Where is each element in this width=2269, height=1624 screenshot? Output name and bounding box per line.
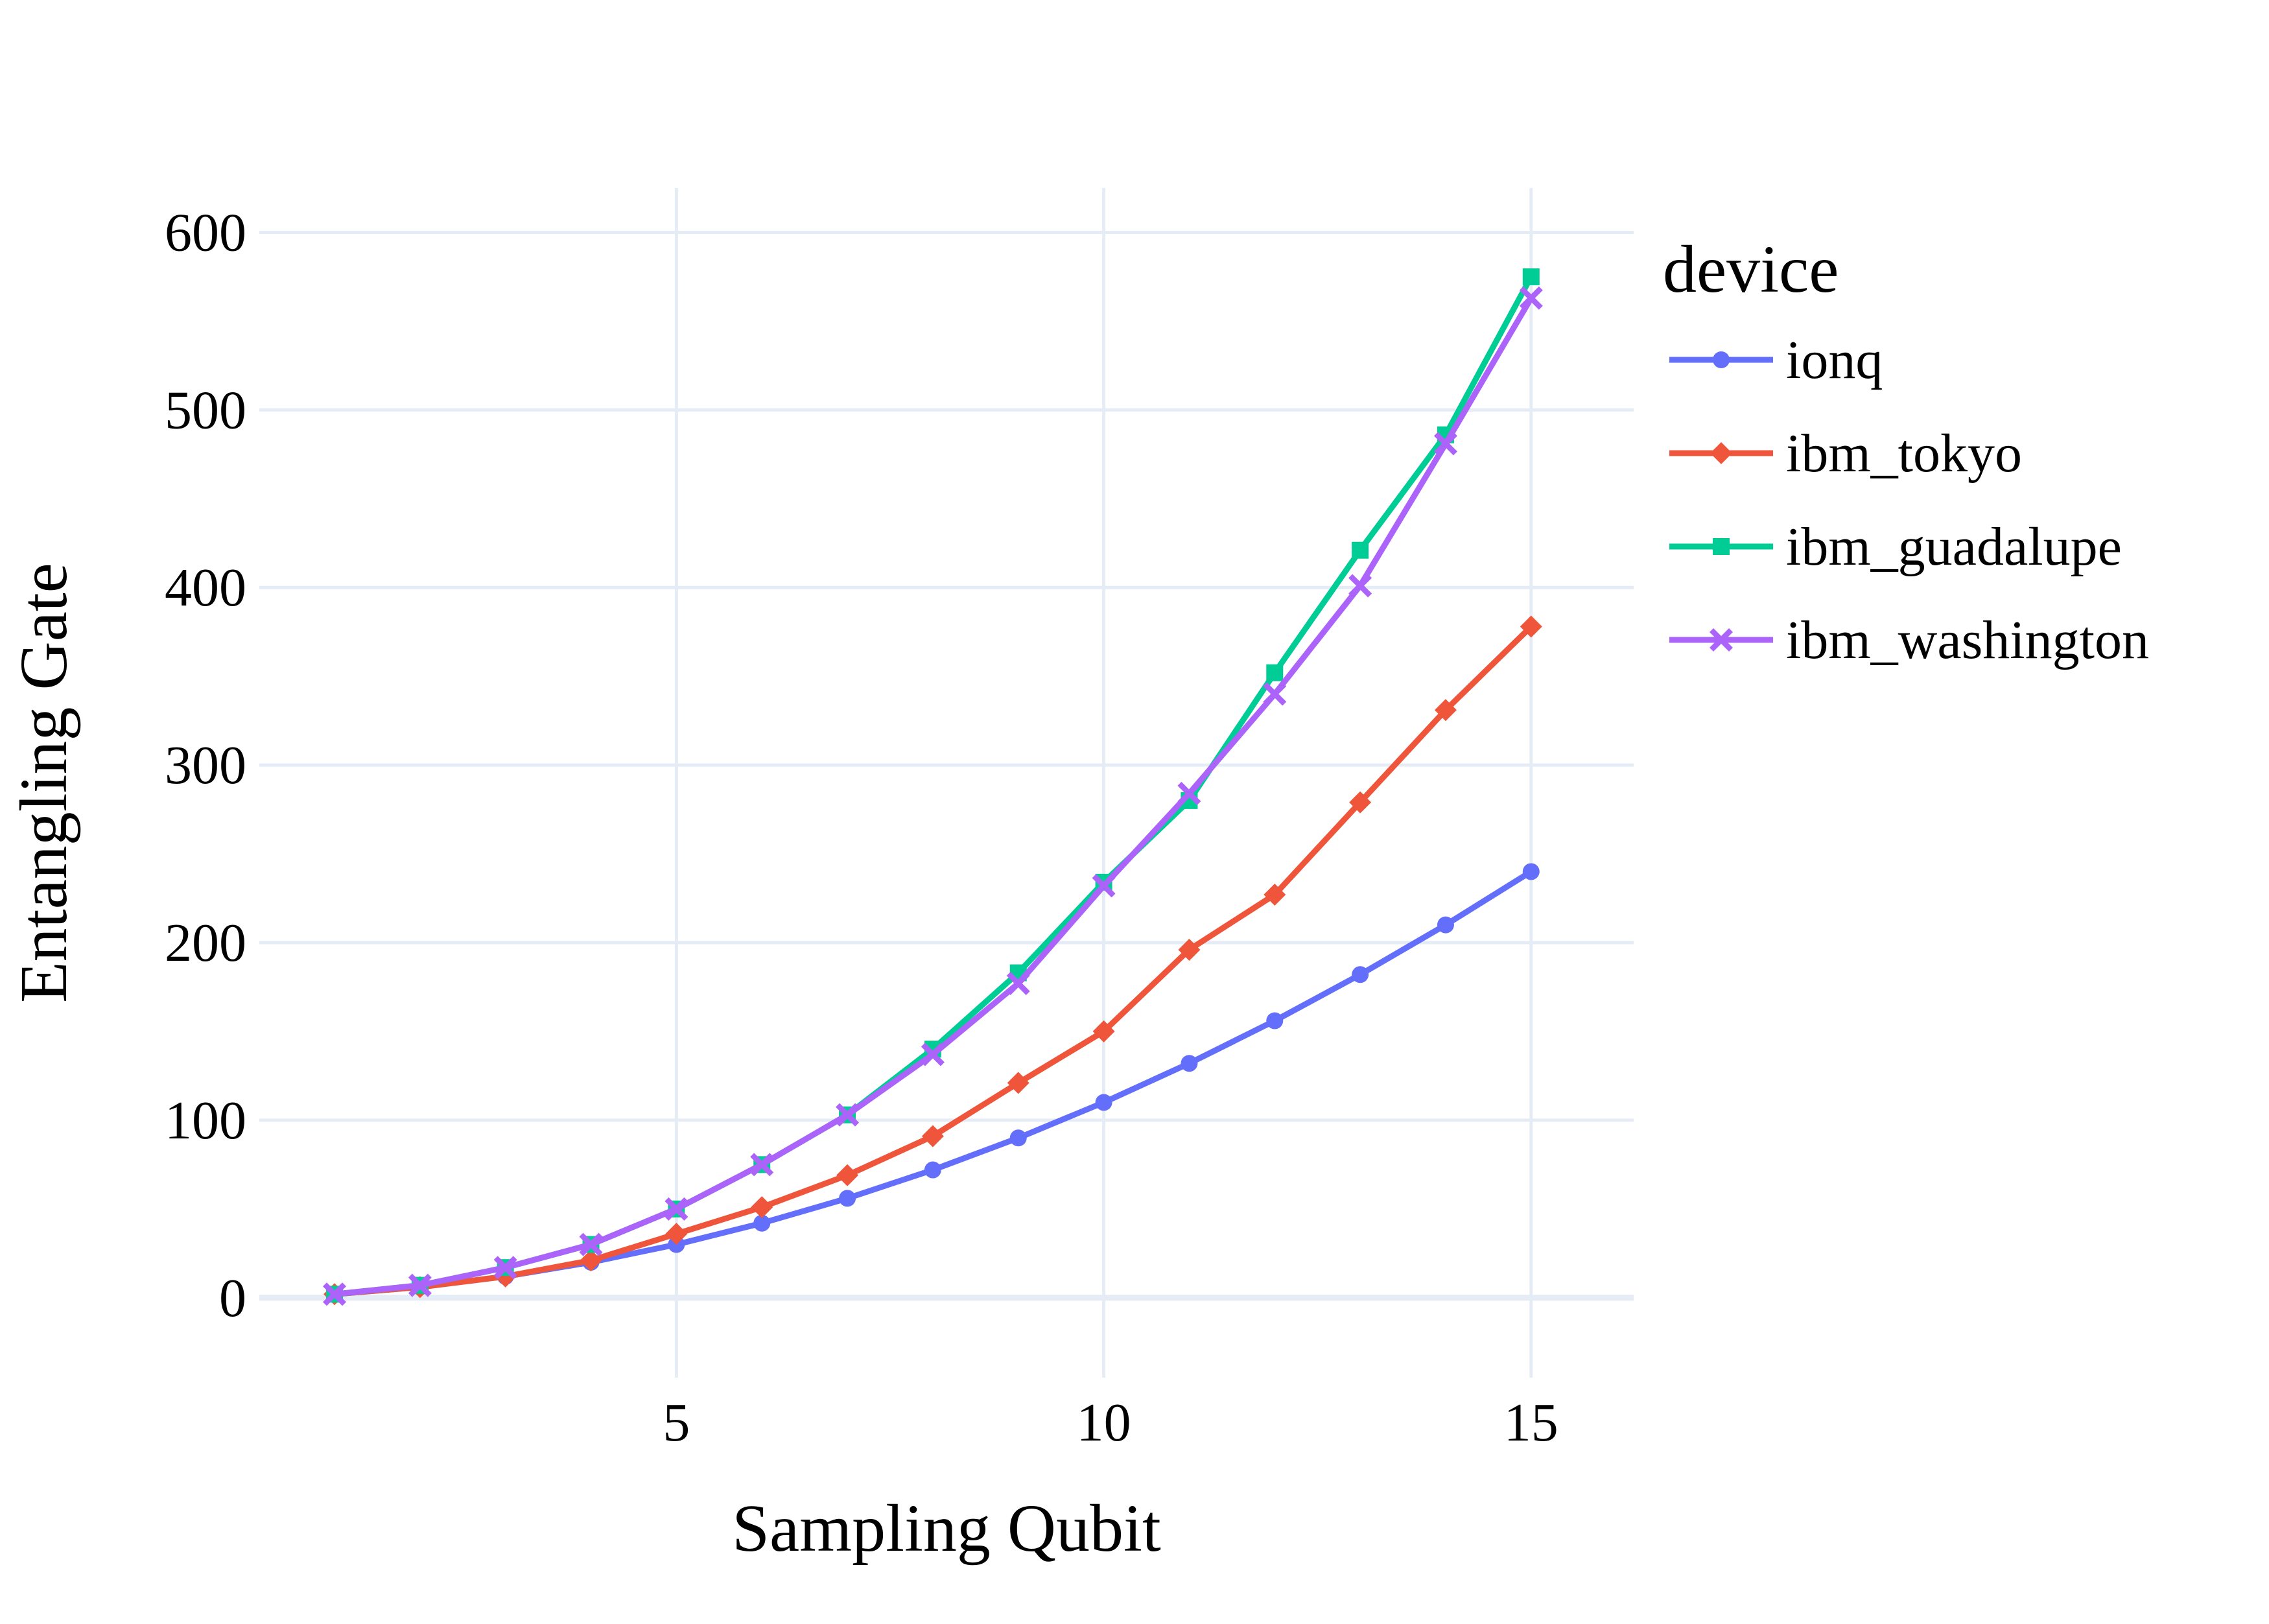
data-point: [836, 1103, 860, 1127]
data-point: [921, 1125, 944, 1147]
legend-swatch-marker: [1710, 442, 1732, 464]
data-point: [323, 1282, 347, 1306]
y-tick-label: 100: [165, 1090, 246, 1151]
y-tick-label: 300: [165, 735, 246, 795]
legend-label: ionq: [1786, 330, 1883, 390]
legend-item: ibm_washington: [1669, 610, 2149, 670]
legend-swatch-marker: [1713, 351, 1730, 368]
data-point: [1006, 971, 1030, 995]
data-point: [1264, 884, 1286, 906]
legend-item: ibm_guadalupe: [1669, 517, 2122, 577]
data-point: [1092, 1020, 1115, 1042]
y-tick-label: 0: [219, 1268, 246, 1328]
legend-item: ionq: [1669, 330, 1883, 390]
series-ibm_washington: [323, 286, 1543, 1306]
x-tick-label: 5: [663, 1393, 690, 1453]
legend-swatch-marker: [1713, 538, 1730, 555]
data-point: [924, 1161, 941, 1179]
data-point: [750, 1153, 774, 1177]
data-point: [1095, 1094, 1112, 1111]
x-tick-label: 15: [1504, 1393, 1558, 1453]
y-tick-label: 200: [165, 913, 246, 973]
data-point: [1348, 574, 1372, 598]
data-point: [1352, 966, 1369, 983]
series-ibm_guadalupe: [326, 268, 1540, 1303]
data-point: [1181, 1055, 1198, 1072]
data-point: [1177, 781, 1201, 805]
data-point: [1437, 916, 1454, 934]
y-tick-label: 500: [165, 380, 246, 440]
data-point: [921, 1042, 945, 1066]
series-line: [331, 868, 1534, 1297]
plot-series: [323, 268, 1543, 1306]
data-point: [665, 1223, 688, 1245]
data-point: [751, 1196, 773, 1219]
legend: device ionq ibm_tokyo ibm_guadalupe ibm_was…: [1663, 232, 2149, 670]
legend-label: ibm_guadalupe: [1786, 517, 2122, 577]
data-point: [839, 1190, 856, 1207]
data-point: [1519, 286, 1543, 310]
data-point: [493, 1256, 517, 1280]
legend-label: ibm_washington: [1786, 610, 2149, 670]
legend-item: ibm_tokyo: [1669, 423, 2022, 484]
x-axis-title: Sampling Qubit: [732, 1491, 1161, 1566]
data-point: [836, 1164, 859, 1186]
data-point: [580, 1249, 602, 1272]
data-point: [579, 1232, 603, 1256]
tick-labels: 0 100 200 300 400 500 600 5 10 15: [165, 202, 1558, 1453]
y-tick-label: 600: [165, 202, 246, 263]
series-ionq: [326, 863, 1540, 1303]
data-point: [408, 1273, 432, 1297]
data-point: [1009, 1129, 1027, 1147]
data-point: [1266, 664, 1284, 681]
data-point: [1266, 1012, 1284, 1030]
grid: [259, 188, 1634, 1378]
data-point: [1434, 699, 1457, 722]
data-point: [1522, 863, 1540, 880]
series-line: [331, 624, 1534, 1297]
y-tick-label: 400: [165, 558, 246, 618]
legend-swatch-marker: [1710, 628, 1733, 652]
data-point: [664, 1197, 688, 1221]
data-point: [1349, 791, 1372, 814]
data-point: [1433, 432, 1457, 456]
data-point: [1092, 874, 1116, 898]
legend-title: device: [1663, 232, 1839, 307]
y-axis-title: Entangling Gate: [6, 563, 81, 1003]
legend-label: ibm_tokyo: [1786, 423, 2022, 484]
data-point: [753, 1214, 771, 1232]
x-tick-label: 10: [1077, 1393, 1131, 1453]
data-point: [1178, 938, 1201, 961]
data-point: [1007, 1072, 1029, 1094]
data-point: [1352, 541, 1369, 559]
data-point: [1522, 268, 1540, 285]
data-point: [1263, 682, 1287, 706]
series-ibm_tokyo: [323, 615, 1542, 1306]
data-point: [1520, 615, 1542, 638]
